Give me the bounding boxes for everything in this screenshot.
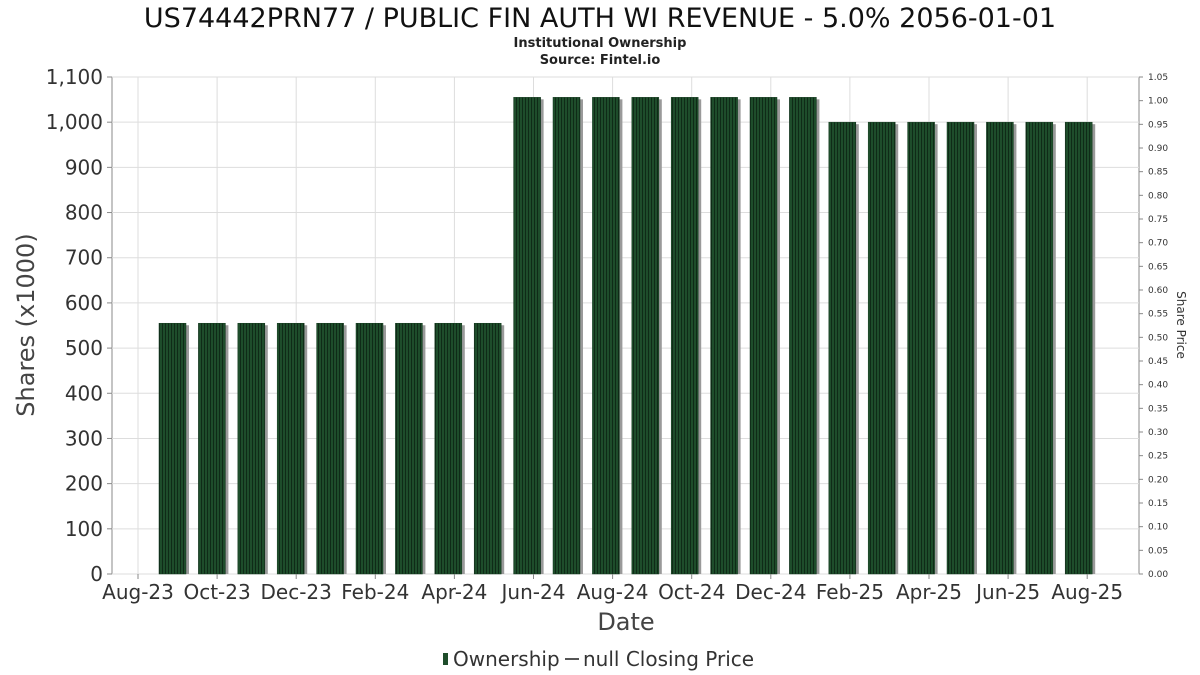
y2-tick-label: 0.35: [1148, 404, 1168, 414]
y2-tick-label: 0.75: [1148, 215, 1168, 225]
y2-tick-label: 0.10: [1148, 523, 1168, 533]
y2-axis-label: Share Price: [1174, 291, 1188, 359]
ownership-bar: [670, 97, 699, 575]
ownership-bar: [276, 322, 305, 575]
y2-tick-label: 0.20: [1148, 475, 1168, 485]
legend: Ownership null Closing Price: [443, 647, 754, 671]
bar-series-ownership: [158, 97, 1096, 575]
x-tick-label: Jun-24: [500, 580, 566, 604]
y2-tick-label: 0.40: [1148, 381, 1168, 391]
y2-tick-label: 0.30: [1148, 428, 1168, 438]
x-tick-label: Jun-25: [974, 580, 1040, 604]
chart-source: Source: Fintel.io: [540, 53, 661, 68]
y2-tick-label: 0.45: [1148, 357, 1168, 367]
y-tick-label: 900: [65, 155, 103, 179]
ownership-bar: [710, 97, 738, 575]
y-tick-label: 300: [65, 426, 103, 450]
y-tick-label: 0: [90, 562, 103, 586]
y-tick-label: 100: [65, 517, 103, 541]
x-tick-label: Feb-25: [816, 580, 884, 604]
x-tick-label: Dec-23: [261, 580, 332, 604]
ownership-bar: [907, 121, 935, 575]
ownership-bar: [749, 97, 778, 575]
legend-ownership-label: Ownership: [453, 647, 560, 671]
y2-tick-label: 0.60: [1148, 286, 1168, 296]
y-tick-label: 600: [65, 291, 103, 315]
x-tick-label: Dec-24: [735, 580, 806, 604]
ownership-bar: [513, 97, 541, 575]
y2-tick-label: 0.95: [1148, 120, 1168, 130]
legend-closing-price-label: null Closing Price: [583, 647, 754, 671]
x-tick-label: Oct-24: [658, 580, 725, 604]
ownership-bar: [473, 322, 502, 575]
y2-tick-label: 0.00: [1148, 570, 1168, 580]
ownership-bar: [1064, 121, 1093, 575]
y2-tick-label: 0.25: [1148, 452, 1168, 462]
x-tick-label: Feb-24: [341, 580, 409, 604]
ownership-bar: [828, 121, 857, 575]
y-tick-label: 500: [65, 336, 103, 360]
y-tick-label: 200: [65, 472, 103, 496]
y-tick-label: 400: [65, 381, 103, 405]
y2-tick-label: 0.65: [1148, 262, 1168, 272]
ownership-bar: [355, 322, 384, 575]
ownership-bar: [237, 322, 266, 575]
ownership-bar: [395, 322, 423, 575]
y-axis-ticks: 0 100 200 300 400 500 600 700 800 900 1,000 1,100: [46, 65, 112, 586]
y2-tick-label: 0.85: [1148, 168, 1168, 178]
ownership-bar: [867, 121, 896, 575]
ownership-bar: [789, 97, 817, 575]
legend-ownership-swatch: [443, 653, 448, 665]
y2-tick-label: 0.05: [1148, 546, 1168, 556]
x-tick-label: Apr-25: [896, 580, 962, 604]
chart-subtitle: Institutional Ownership: [514, 36, 687, 51]
y-tick-label: 700: [65, 246, 103, 270]
ownership-bar: [986, 121, 1014, 575]
y2-tick-label: 0.80: [1148, 191, 1168, 201]
y2-tick-label: 0.70: [1148, 239, 1168, 249]
ownership-bar: [592, 97, 620, 575]
y2-axis-ticks: 0.00 0.05 0.10 0.15 0.20 0.25 0.30 0.35 0.40 0.45…: [1139, 73, 1168, 580]
y2-tick-label: 1.05: [1148, 73, 1168, 83]
x-tick-label: Oct-23: [183, 580, 250, 604]
ownership-bar: [434, 322, 463, 575]
chart-title: US74442PRN77 / PUBLIC FIN AUTH WI REVENU…: [144, 3, 1056, 34]
x-tick-label: Aug-25: [1051, 580, 1123, 604]
y-tick-label: 800: [65, 201, 103, 225]
ownership-bar: [198, 322, 226, 575]
y2-tick-label: 0.50: [1148, 333, 1168, 343]
x-tick-label: Aug-23: [102, 580, 174, 604]
ownership-bar: [552, 97, 581, 575]
y-tick-label: 1,000: [46, 110, 103, 134]
ownership-bar: [316, 322, 344, 575]
ownership-bar: [158, 322, 187, 575]
y2-tick-label: 0.90: [1148, 144, 1168, 154]
y-axis-label: Shares (x1000): [12, 233, 40, 416]
y-tick-label: 1,100: [46, 65, 103, 89]
x-tick-label: Aug-24: [577, 580, 649, 604]
y2-tick-label: 0.55: [1148, 310, 1168, 320]
x-axis-label: Date: [597, 608, 654, 636]
x-tick-label: Apr-24: [421, 580, 487, 604]
y2-tick-label: 1.00: [1148, 97, 1168, 107]
ownership-bar: [946, 121, 975, 575]
x-axis-ticks: Aug-23 Oct-23 Dec-23 Feb-24 Apr-24 Jun-24 Aug-…: [102, 574, 1123, 604]
ownership-bar: [1025, 121, 1054, 575]
ownership-bar: [631, 97, 660, 575]
y2-tick-label: 0.15: [1148, 499, 1168, 509]
